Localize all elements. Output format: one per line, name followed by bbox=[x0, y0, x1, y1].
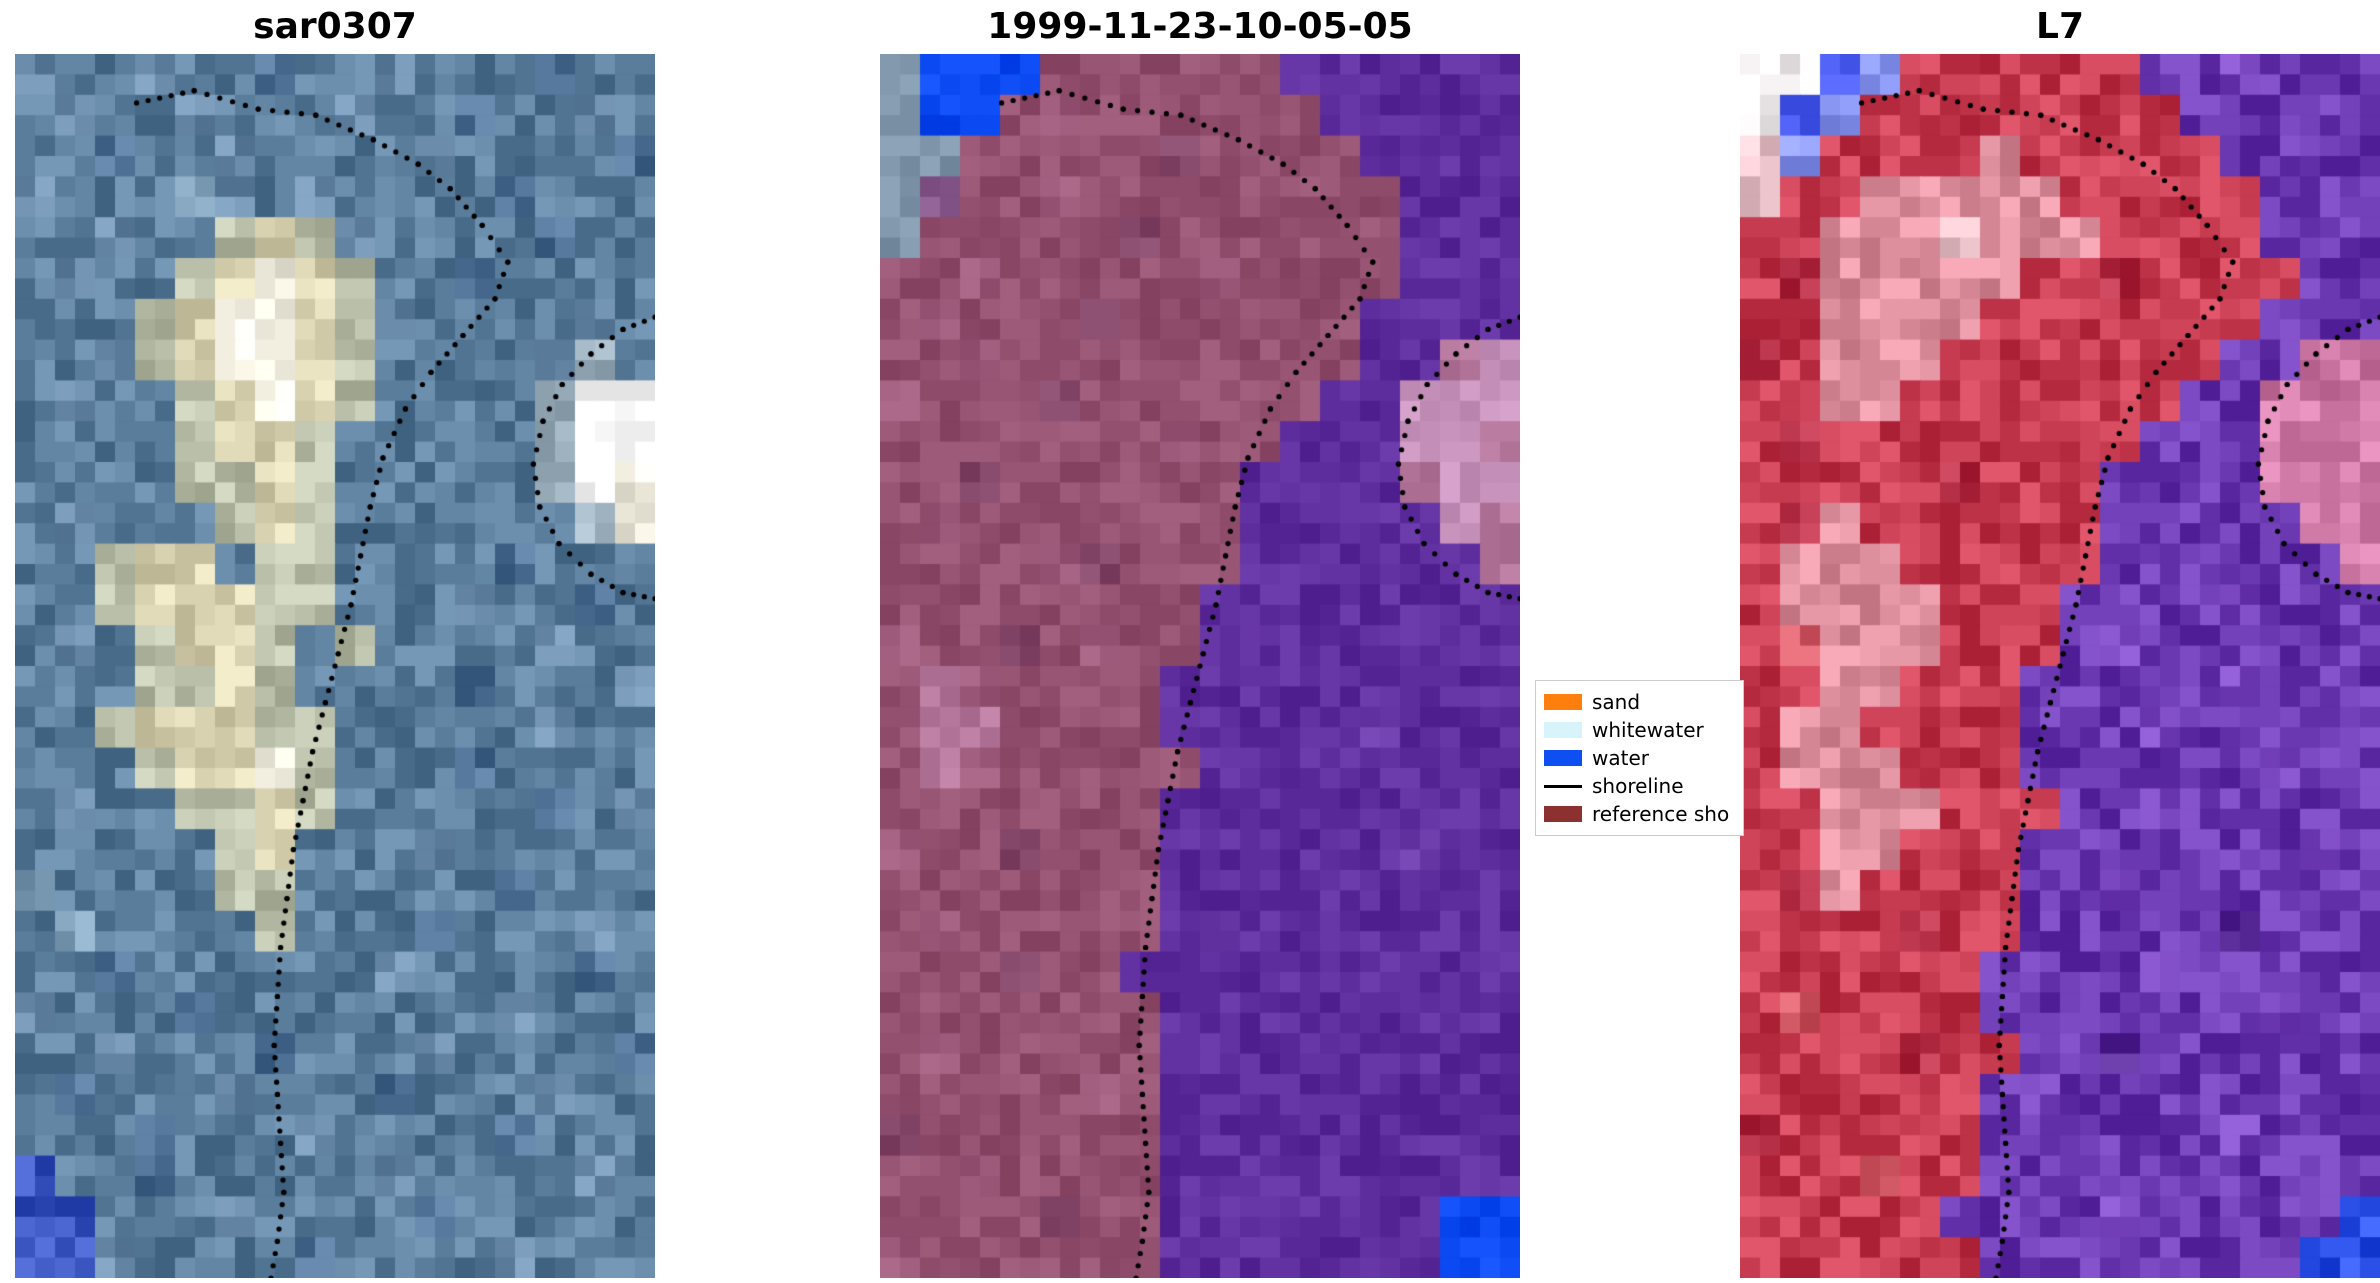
reference-shoreline-swatch-icon bbox=[1544, 806, 1582, 822]
whitewater-swatch-icon bbox=[1544, 722, 1582, 738]
legend-item-reference-shoreline: reference sho bbox=[1544, 800, 1735, 828]
panel-sar0307 bbox=[15, 54, 655, 1278]
l7-image-canvas bbox=[1740, 54, 2380, 1278]
sar0307-image-canvas bbox=[15, 54, 655, 1278]
legend-label-reference-shoreline: reference sho bbox=[1592, 802, 1730, 826]
legend-label-sand: sand bbox=[1592, 690, 1641, 714]
panel-l7 bbox=[1740, 54, 2380, 1278]
legend-label-shoreline: shoreline bbox=[1592, 774, 1684, 798]
legend-item-whitewater: whitewater bbox=[1544, 716, 1735, 744]
legend-label-whitewater: whitewater bbox=[1592, 718, 1704, 742]
legend-label-water: water bbox=[1592, 746, 1649, 770]
legend-item-shoreline: shoreline bbox=[1544, 772, 1735, 800]
legend-box: sand whitewater water shoreline referenc… bbox=[1535, 680, 1744, 836]
panel-title-sar0307: sar0307 bbox=[253, 6, 417, 47]
water-swatch-icon bbox=[1544, 750, 1582, 766]
panel-classified-1999 bbox=[880, 54, 1520, 1278]
legend-item-water: water bbox=[1544, 744, 1735, 772]
classified-image-canvas bbox=[880, 54, 1520, 1278]
panel-title-l7: L7 bbox=[2036, 6, 2084, 47]
legend-item-sand: sand bbox=[1544, 688, 1735, 716]
sand-swatch-icon bbox=[1544, 694, 1582, 710]
shoreline-line-icon bbox=[1544, 784, 1582, 788]
panel-title-date: 1999-11-23-10-05-05 bbox=[987, 6, 1413, 47]
